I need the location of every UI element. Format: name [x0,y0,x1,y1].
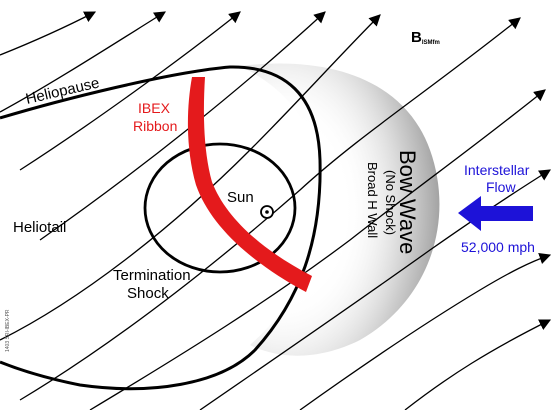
bow-wave-label: Bow Wave [395,150,420,254]
field-line [0,11,166,113]
field-line [89,89,546,411]
field-line [19,11,241,171]
broad-h-wall-label: Broad H Wall [365,162,380,238]
field-line [19,17,521,401]
speed-label: 52,000 mph [461,239,535,255]
field-line [299,252,552,411]
termination-shock-label-line2: Shock [127,285,169,302]
interstellar-flow-label-line1: Interstellar [464,162,530,178]
ibex-ribbon-label-line2: Ribbon [133,118,177,134]
credit-label: 1403 SRI-IBEX-PR [5,309,11,352]
left-arrow-icon [458,196,533,231]
heliopause-boundary [0,65,322,391]
termination-shock-boundary [143,142,297,274]
ibex-ribbon [187,77,312,292]
field-line [404,319,552,411]
bow-wave-region [240,63,440,356]
field-line [0,14,381,341]
sun-label: Sun [227,189,254,206]
heliotail-label: Heliotail [13,219,66,236]
termination-shock-label-line1: Termination [113,267,191,284]
interstellar-flow-label-line2: Flow [486,179,516,195]
sun-icon [260,205,274,219]
ibex-ribbon-label-line1: IBEX [138,100,171,116]
field-line [199,169,551,411]
heliopause-label: Heliopause [24,74,101,107]
no-shock-label: (No Shock) [383,170,398,235]
magnetic-field-subscript: ISMfm [422,40,440,46]
magnetic-field-label: BISMfm [411,29,440,46]
field-line [0,11,97,56]
